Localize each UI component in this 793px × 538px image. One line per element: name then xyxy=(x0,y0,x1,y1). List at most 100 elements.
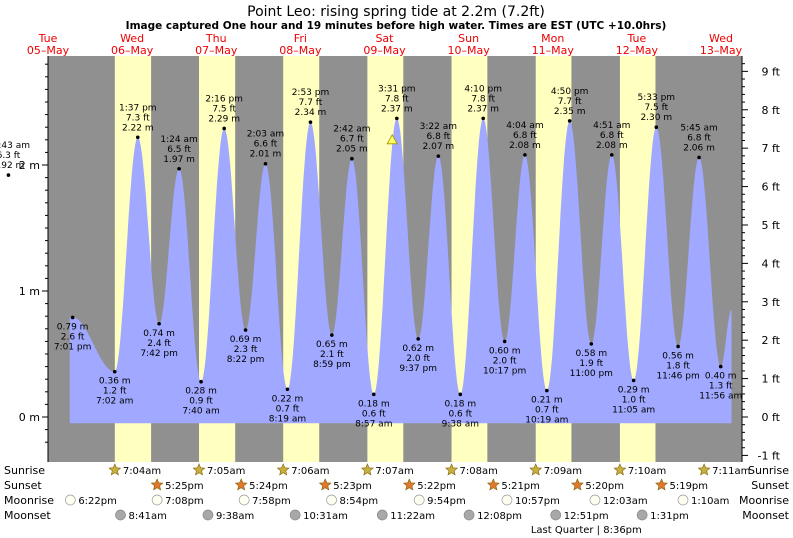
meter-tick-label: 2 m xyxy=(19,159,40,172)
sunrise-icon xyxy=(360,463,374,476)
moonset-row-label-left: Moonset xyxy=(4,509,51,522)
high-tide-point xyxy=(654,125,659,129)
tide-meters: 0.62 m xyxy=(402,344,434,354)
moonrise-icon xyxy=(151,494,163,506)
tide-time: 2:53 pm xyxy=(292,88,330,98)
moonset-time: 11:22am xyxy=(390,511,435,522)
high-tide-point xyxy=(609,153,614,157)
low-tide-point xyxy=(458,392,463,397)
tide-time: 7:42 pm xyxy=(140,349,178,359)
feet-tick-label: 1 ft xyxy=(762,373,781,386)
high-tide-label: 4:04 am6.8 ft2.08 m xyxy=(506,121,543,151)
high-tide-point xyxy=(697,155,701,160)
chart-title: Point Leo: rising spring tide at 2.2m (7… xyxy=(247,4,545,20)
moonset-icon xyxy=(202,509,214,521)
tide-feet: 1.8 ft xyxy=(666,361,690,371)
moonrise-time: 8:54pm xyxy=(340,496,379,507)
sunset-time: 5:19pm xyxy=(669,481,708,492)
low-tide-label: 0.18 m0.6 ft8:57 am xyxy=(355,399,392,429)
sunset-time: 5:25pm xyxy=(165,481,204,492)
high-tide-label: 1:37 pm7.3 ft2.22 m xyxy=(119,103,157,133)
low-tide-point xyxy=(371,392,376,397)
moonrise-icon xyxy=(677,494,689,506)
tide-feet: 0.7 ft xyxy=(535,406,559,416)
low-tide-label: 0.74 m2.4 ft7:42 pm xyxy=(140,329,178,359)
sunset-time: 5:21pm xyxy=(501,481,540,492)
low-tide-label: 0.36 m1.2 ft7:02 am xyxy=(96,377,133,407)
sunrise-time: 7:07am xyxy=(375,466,413,477)
tide-time: 12:43 am xyxy=(0,141,30,151)
sunrise-icon xyxy=(445,463,459,476)
high-tide-label: 5:45 am6.8 ft2.06 m xyxy=(680,123,717,153)
moonset-time: 10:31am xyxy=(303,511,348,522)
meter-tick-label: 1 m xyxy=(19,285,40,298)
low-tide-point xyxy=(416,337,420,341)
tide-time: 11:56 am xyxy=(699,392,742,402)
sunrise-time: 7:09am xyxy=(544,466,582,477)
sunset-time: 5:20pm xyxy=(585,481,624,492)
feet-tick-label: 3 ft xyxy=(762,296,781,309)
sunrise-icon xyxy=(697,463,711,476)
moonset-icon xyxy=(463,509,475,521)
sunset-icon xyxy=(234,478,248,491)
low-tide-point xyxy=(676,344,680,349)
tide-feet: 6.3 ft xyxy=(0,151,21,161)
high-tide-label: 3:22 am6.8 ft2.07 m xyxy=(420,122,457,152)
day-date: 06–May xyxy=(111,44,154,57)
tide-meters: 0.28 m xyxy=(185,387,217,397)
feet-tick-label: 9 ft xyxy=(762,65,781,78)
moonrise-time: 12:03am xyxy=(603,496,648,507)
day-of-week: Mon xyxy=(541,32,564,45)
tide-time: 7:02 am xyxy=(96,397,133,407)
low-tide-label: 0.79 m2.6 ft7:01 pm xyxy=(54,322,92,352)
tide-time: 2:16 pm xyxy=(205,94,243,104)
moonrise-time: 10:57pm xyxy=(515,496,560,507)
day-date: 08–May xyxy=(279,44,322,57)
low-tide-point xyxy=(589,342,594,346)
tide-meters: 1.92 m xyxy=(0,161,24,171)
tide-meters: 0.60 m xyxy=(489,346,521,356)
tide-time: 11:00 pm xyxy=(570,369,613,379)
meter-tick-label: 0 m xyxy=(19,411,40,424)
low-tide-point xyxy=(70,315,75,320)
high-tide-label: 5:33 pm7.5 ft2.30 m xyxy=(638,93,676,123)
tide-meters: 2.34 m xyxy=(295,108,327,118)
day-date: 07–May xyxy=(195,44,238,57)
sunrise-icon xyxy=(192,463,206,476)
tide-feet: 0.7 ft xyxy=(276,404,300,414)
day-of-week: Tue xyxy=(38,32,58,45)
low-tide-point xyxy=(631,378,636,383)
sunset-time: 5:24pm xyxy=(249,481,288,492)
low-tide-point xyxy=(112,369,117,374)
tide-feet: 6.8 ft xyxy=(513,131,537,141)
day-of-week: Sun xyxy=(458,32,479,45)
tide-feet: 1.2 ft xyxy=(103,387,127,397)
day-of-week: Sat xyxy=(375,32,394,45)
tide-meters: 0.74 m xyxy=(143,329,175,339)
moonrise-time: 9:54pm xyxy=(427,496,466,507)
sunset-icon xyxy=(318,478,332,491)
sunrise-icon xyxy=(613,463,627,476)
low-tide-point xyxy=(545,388,549,393)
low-tide-label: 0.22 m0.7 ft8:19 am xyxy=(269,394,306,424)
tide-feet: 6.8 ft xyxy=(600,131,624,141)
tide-time: 3:31 pm xyxy=(378,84,416,94)
tide-area xyxy=(69,118,732,424)
tide-meters: 0.29 m xyxy=(618,385,650,395)
sunrise-time: 7:11am xyxy=(712,466,750,477)
left-axis-meters: 0 m 1 m 2 m xyxy=(19,56,49,462)
feet-tick-label: 2 ft xyxy=(762,334,781,347)
tide-feet: 6.6 ft xyxy=(254,140,278,150)
sunset-time: 5:22pm xyxy=(417,481,456,492)
moon-phase-label: Last Quarter | 8:36pm xyxy=(531,525,642,536)
feet-tick-label: 6 ft xyxy=(762,181,781,194)
high-tide-label: 4:51 am6.8 ft2.08 m xyxy=(593,121,630,151)
tide-meters: 0.58 m xyxy=(575,349,607,359)
tide-feet: 2.3 ft xyxy=(234,345,258,355)
